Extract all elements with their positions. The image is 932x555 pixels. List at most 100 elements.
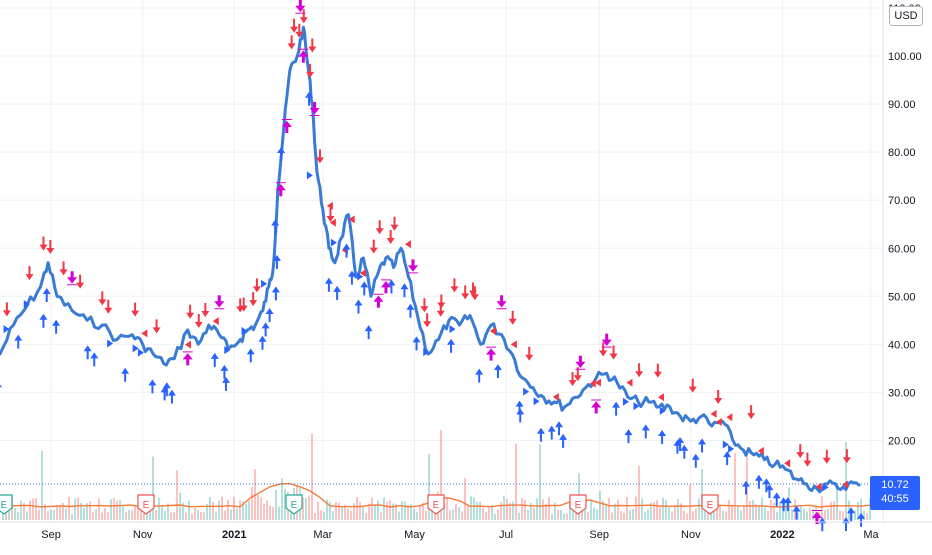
buy-arrow [265, 307, 274, 322]
volume-bar [20, 500, 22, 520]
sell-arrow [450, 278, 459, 293]
volume-bar [407, 504, 409, 520]
volume-bar [269, 505, 271, 520]
volume-bar [401, 501, 403, 520]
svg-text:E: E [433, 500, 440, 511]
volume-bar [485, 512, 487, 520]
earnings-badge[interactable]: E [285, 494, 303, 515]
volume-bar [515, 443, 517, 520]
volume-bar [257, 494, 259, 520]
magenta-marker [601, 333, 612, 348]
volume-bar [170, 512, 172, 520]
volume-bar [665, 500, 667, 520]
volume-bar [707, 509, 709, 520]
sell-arrow [152, 319, 161, 334]
volume-bar [149, 506, 151, 520]
volume-bar [173, 512, 175, 520]
volume-bar [416, 512, 418, 520]
volume-bar [38, 509, 40, 520]
signal-triangle [589, 379, 596, 388]
volume-bar [110, 499, 112, 520]
svg-text:E: E [1, 500, 8, 511]
earnings-badge[interactable]: E [137, 494, 155, 515]
buy-arrow [121, 367, 130, 382]
volume-bar [41, 450, 43, 520]
sell-arrow [299, 9, 308, 24]
volume-bar [107, 512, 109, 520]
sell-arrow [287, 35, 296, 50]
volume-bar [104, 508, 106, 520]
volume-bar [830, 502, 832, 520]
volume-bar [305, 498, 307, 520]
buy-arrow [364, 325, 373, 340]
buy-arrow [676, 436, 685, 451]
sell-arrow [525, 346, 534, 361]
volume-bar [317, 502, 319, 520]
volume-bar [359, 502, 361, 520]
buy-arrow [555, 421, 564, 436]
magenta-marker [373, 293, 384, 308]
signal-triangle [132, 344, 139, 353]
volume-bar [554, 502, 556, 520]
signal-triangle [757, 446, 764, 455]
signal-triangle [107, 339, 114, 348]
volume-bar [74, 498, 76, 520]
buy-arrow [841, 517, 850, 532]
price-series [0, 25, 861, 494]
sell-arrow [796, 444, 805, 459]
volume-bar [215, 511, 217, 520]
volume-bar [338, 502, 340, 520]
volume-bar [185, 512, 187, 520]
sell-arrow [688, 378, 697, 393]
sell-arrow [25, 266, 34, 281]
sell-arrow [822, 449, 831, 464]
volume-bar [65, 508, 67, 520]
sell-arrow [46, 239, 55, 254]
sell-arrow [390, 216, 399, 231]
volume-bar [23, 503, 25, 520]
svg-text:E: E [143, 500, 150, 511]
volume-bar [368, 503, 370, 520]
volume-bar [251, 486, 253, 520]
volume-bar [692, 511, 694, 520]
signal-triangle [423, 348, 430, 357]
x-tick-label: Jul [499, 529, 513, 541]
sell-arrow [423, 313, 432, 328]
volume-bar [518, 512, 520, 520]
volume-bar [761, 497, 763, 520]
volume-bar [281, 478, 283, 520]
magenta-marker [298, 48, 309, 63]
volume-bar [467, 505, 469, 520]
earnings-badge[interactable]: E [0, 494, 13, 515]
buy-arrow [0, 384, 2, 388]
volume-bar [344, 504, 346, 520]
magenta-marker [486, 346, 497, 361]
signal-triangle [726, 413, 733, 422]
sell-arrow [59, 261, 68, 276]
buy-arrow [516, 408, 525, 423]
buy-arrow [658, 429, 667, 444]
volume-bar [512, 501, 514, 520]
signal-triangle [822, 483, 829, 492]
time-axis[interactable]: Sep Nov 2021 Mar May Jul Sep Nov 2022 Ma [41, 529, 879, 541]
sell-arrow [436, 302, 445, 317]
buy-arrow [762, 478, 771, 493]
volume-bar [329, 501, 331, 520]
volume-bar [242, 501, 244, 520]
volume-bar [470, 496, 472, 520]
sell-arrow [635, 363, 644, 378]
volume-bar [806, 511, 808, 520]
signal-triangle [329, 218, 336, 227]
earnings-badge[interactable]: E [569, 494, 587, 515]
volume-bar [236, 508, 238, 520]
earnings-badge[interactable]: E [427, 494, 445, 515]
volume-bar [392, 503, 394, 520]
currency-label[interactable]: USD [889, 6, 923, 26]
earnings-badge[interactable]: E [701, 494, 719, 515]
signal-triangle [224, 346, 231, 355]
volume-bar [695, 508, 697, 520]
buy-arrow [167, 389, 176, 404]
volume-bar [776, 511, 778, 520]
